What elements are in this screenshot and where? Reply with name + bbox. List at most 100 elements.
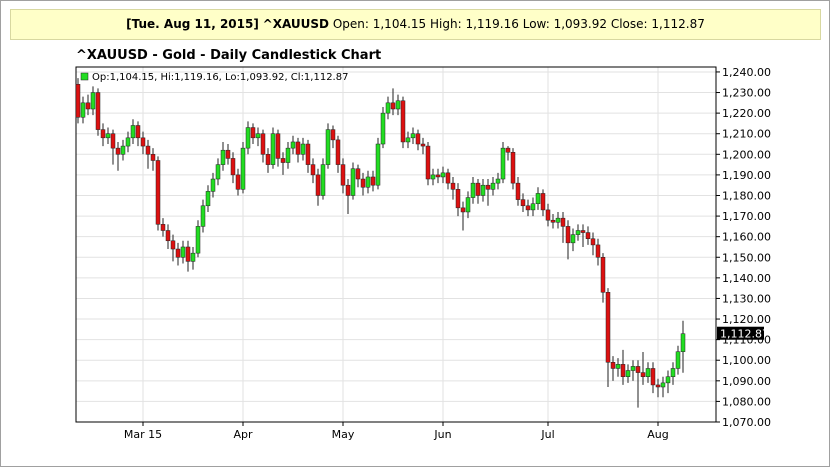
y-tick-label: 1,130.00	[722, 292, 771, 305]
y-tick-label: 1,070.00	[722, 416, 771, 429]
info-label: Open:	[332, 17, 369, 31]
candle-body	[645, 368, 651, 377]
candle-body	[170, 240, 176, 250]
candle-body	[375, 143, 381, 186]
candle-body	[665, 376, 671, 384]
x-tick-label: Mar 15	[124, 428, 162, 441]
candle-body	[550, 219, 556, 223]
candle-body	[200, 205, 206, 227]
candle-body	[440, 172, 446, 178]
candle-body	[125, 137, 131, 147]
candle-body	[130, 125, 136, 139]
candle-body	[310, 164, 316, 176]
info-label: High:	[430, 17, 462, 31]
y-tick-label: 1,080.00	[722, 395, 771, 408]
candle-body	[465, 197, 471, 213]
y-tick-label: 1,140.00	[722, 272, 771, 285]
candle-body	[355, 168, 361, 180]
candle-body	[100, 129, 106, 139]
x-tick-label: Apr	[233, 428, 253, 441]
candle-body	[480, 184, 486, 196]
candle-body	[155, 160, 161, 225]
candle-body	[340, 164, 346, 186]
candle-body	[335, 139, 341, 165]
y-tick-label: 1,200.00	[722, 148, 771, 161]
info-value: 1,093.92	[553, 17, 608, 31]
candle-body	[605, 292, 611, 363]
candle-body	[535, 193, 541, 204]
candle-body	[445, 172, 451, 184]
candle-body	[365, 176, 371, 188]
candle-body	[290, 141, 296, 149]
candle-body	[270, 133, 276, 165]
candle-body	[185, 246, 191, 262]
candle-body	[405, 137, 411, 143]
candle-body	[320, 164, 326, 196]
info-date: [Tue. Aug 11, 2015]	[126, 17, 259, 31]
candle-body	[435, 174, 441, 178]
candle-body	[315, 174, 321, 196]
candle-body	[220, 149, 226, 165]
candle-body	[370, 176, 376, 186]
candle-body	[250, 127, 256, 139]
candle-body	[265, 154, 271, 165]
y-tick-label: 1,100.00	[722, 354, 771, 367]
candle-body	[75, 84, 81, 118]
candle-body	[455, 189, 461, 209]
candle-body	[345, 184, 351, 196]
candle-body	[230, 158, 236, 176]
candle-body	[415, 133, 421, 145]
candle-body	[570, 234, 576, 244]
info-value: 1,112.87	[651, 17, 705, 31]
candle-body	[680, 333, 686, 352]
candle-body	[135, 125, 141, 139]
candle-body	[475, 182, 481, 196]
info-label: Low:	[522, 17, 550, 31]
info-bar: [Tue. Aug 11, 2015] ^XAUUSD Open: 1,104.…	[10, 9, 821, 40]
candle-body	[140, 137, 146, 147]
candle-body	[595, 244, 601, 258]
candle-body	[495, 178, 501, 184]
candle-body	[275, 133, 281, 159]
y-tick-label: 1,230.00	[722, 87, 771, 100]
candle-body	[500, 147, 506, 180]
candle-body	[80, 102, 86, 118]
y-tick-label: 1,090.00	[722, 375, 771, 388]
candle-body	[240, 147, 246, 190]
candle-body	[540, 193, 546, 211]
candle-body	[210, 178, 216, 192]
candle-body	[380, 112, 386, 145]
candle-body	[420, 143, 426, 147]
candle-body	[115, 147, 121, 155]
x-tick-label: Jul	[540, 428, 554, 441]
candle-body	[110, 133, 116, 149]
candle-body	[255, 133, 261, 139]
candle-body	[470, 182, 476, 198]
y-tick-label: 1,190.00	[722, 169, 771, 182]
y-tick-label: 1,220.00	[722, 107, 771, 120]
info-fields: Open: 1,104.15 High: 1,119.16 Low: 1,093…	[329, 17, 705, 31]
info-label: Close:	[610, 17, 648, 31]
candle-body	[235, 174, 241, 190]
candle-body	[260, 133, 266, 155]
candle-body	[560, 217, 566, 227]
candle-body	[525, 205, 531, 211]
candle-body	[590, 238, 596, 246]
candle-body	[585, 232, 591, 239]
candle-body	[330, 129, 336, 141]
candle-body	[150, 154, 156, 161]
candle-body	[450, 182, 456, 190]
candle-body	[660, 382, 666, 388]
x-tick-label: Aug	[647, 428, 668, 441]
candle-body	[635, 366, 641, 373]
candle-body	[385, 102, 391, 114]
candle-body	[120, 145, 126, 155]
candle-body	[165, 230, 171, 242]
candle-body	[90, 92, 96, 110]
candle-body	[615, 364, 621, 369]
candle-body	[620, 364, 626, 377]
candle-body	[410, 133, 416, 139]
candle-body	[510, 151, 516, 184]
info-value: 1,119.16	[465, 17, 519, 31]
